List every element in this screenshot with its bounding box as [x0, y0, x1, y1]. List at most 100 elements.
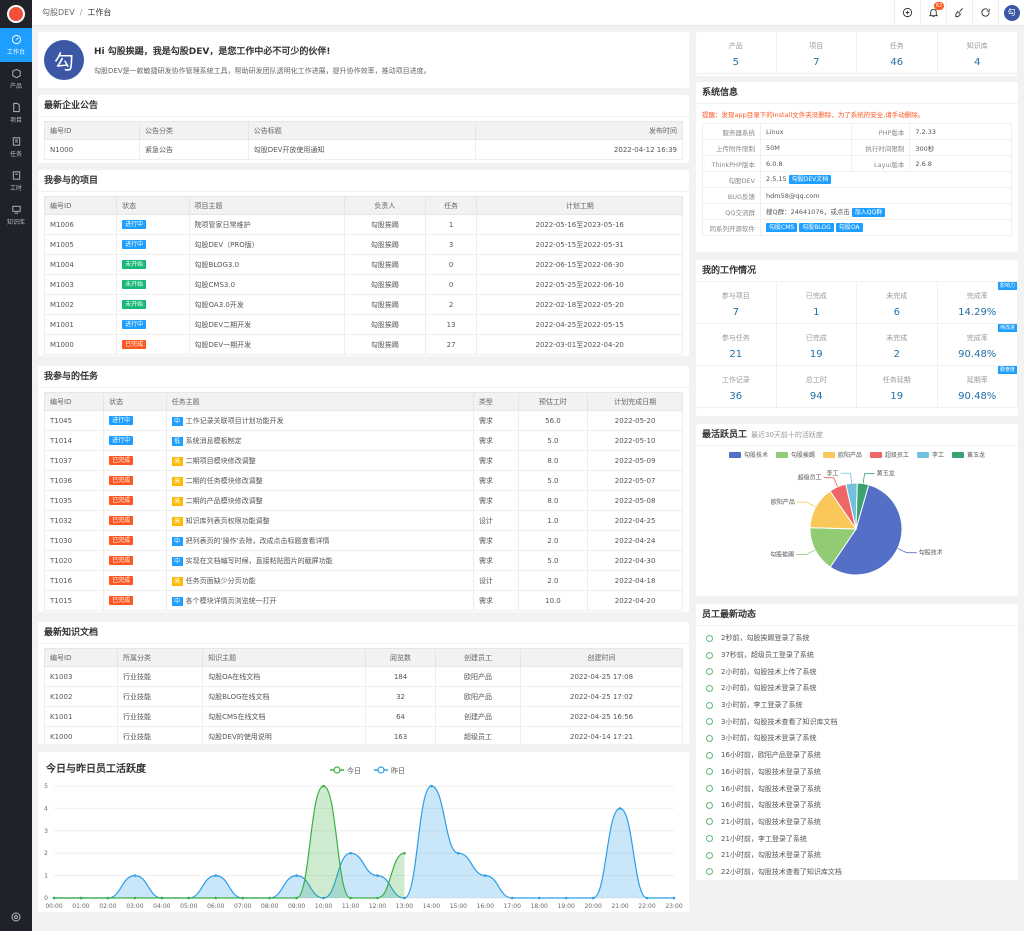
settings-gear-icon[interactable] — [10, 911, 22, 923]
table-row[interactable]: N1000 紧急公告 勾股DEV开放使用通知 2022-04-12 16:39 — [44, 139, 683, 160]
table-cell: 1 — [424, 214, 478, 235]
plus-circle-icon — [902, 7, 913, 18]
open-source-link[interactable]: 勾股CMS — [766, 223, 798, 232]
legend-item[interactable]: 勾股技术 — [728, 450, 768, 459]
feed-item: 2小时前，勾股技术上传了系统 — [706, 663, 1008, 680]
open-source-link[interactable]: 勾股BLOG — [799, 223, 834, 232]
sidebar-item-4[interactable]: 工时 — [0, 164, 32, 198]
table-row[interactable]: T1014 进行中 低系统消息模板制定 需求 5.0 2022-05-10 — [43, 430, 683, 451]
stat-2[interactable]: 任务 46 — [857, 32, 938, 74]
sidebar-item-1[interactable]: 产品 — [0, 62, 32, 96]
legend-label[interactable]: 昨日 — [391, 766, 405, 775]
table-row[interactable]: T1016 已完成 高任务页面缺少分页功能 设计 2.0 2022-04-18 — [43, 570, 683, 591]
sidebar-item-2[interactable]: 项目 — [0, 96, 32, 130]
table-row[interactable]: T1035 已完成 高二期的产品模块修改调整 需求 8.0 2022-05-08 — [43, 490, 683, 511]
staff-feed-title: 员工最新动态 — [696, 604, 1018, 626]
table-row[interactable]: T1020 已完成 中实现在文档编写时候，直接粘贴图片的截屏功能 需求 5.0 2022-… — [43, 550, 683, 571]
join-qq-button[interactable]: 加入QQ群 — [851, 208, 886, 217]
clear-cache-button[interactable] — [946, 0, 972, 26]
table-row[interactable]: T1015 已完成 中各个模块详情页浏览统一打开 需求 10.0 2022-04-20 — [43, 590, 683, 611]
table-cell: 勾股OA在线文档 — [202, 666, 367, 687]
table-row[interactable]: M1006 进行中 院项管家日常维护 勾股挨踢 1 2022-05-16至2023-05-… — [43, 214, 683, 235]
legend-label[interactable]: 今日 — [347, 766, 361, 775]
legend-item[interactable]: 勾股挨踢 — [775, 450, 815, 459]
sidebar-item-3[interactable]: 任务 — [0, 130, 32, 164]
table-row[interactable]: K1000 行业技能 勾股DEV的使用说明 163 超级员工 2022-04-14 17:… — [44, 726, 683, 744]
y-tick-label: 2 — [44, 850, 48, 857]
x-tick-label: 17:00 — [504, 903, 521, 910]
notification-button[interactable]: 62 — [920, 0, 946, 26]
breadcrumb-app[interactable]: 勾股DEV — [42, 8, 75, 17]
table-cell: 行业技能 — [116, 726, 204, 744]
pie-slice[interactable] — [829, 484, 903, 576]
table-row[interactable]: K1003 行业技能 勾股OA在线文档 184 欧阳产品 2022-04-25 17:08 — [44, 666, 683, 687]
x-tick-label: 04:00 — [153, 903, 170, 910]
data-point — [241, 896, 244, 900]
priority-badge: 低 — [171, 436, 183, 446]
data-point — [295, 874, 298, 877]
activity-area-chart: 今日与昨日员工活跃度 今日 昨日 0 1 2 3 4 5 00:00 01:00 02:00 03:00… — [44, 762, 683, 910]
sidebar-item-label: 产品 — [9, 83, 22, 90]
table-cell: 0 — [424, 274, 478, 295]
stat-0[interactable]: 产品 5 — [696, 32, 777, 74]
table-row[interactable]: M1002 未开始 勾股OA3.0开发 勾股挨踢 2 2022-02-18至2022-05… — [43, 294, 683, 315]
pie-slice[interactable] — [855, 482, 870, 530]
work-stat: 待改进 完成率 90.48% — [937, 324, 1018, 366]
table-row[interactable]: T1030 已完成 中把列表页的'操作'去除，改成点击标题查看详情 需求 2.0 2022… — [43, 530, 683, 551]
table-row[interactable]: T1045 进行中 中工作记录关联项目计划功能开发 需求 56.0 2022-05-20 — [43, 410, 683, 431]
refresh-button[interactable] — [972, 0, 998, 26]
legend-item[interactable]: 黄玉龙 — [952, 450, 985, 459]
table-row[interactable]: T1036 已完成 高二期的任务模块修改调整 需求 5.0 2022-05-07 — [43, 470, 683, 491]
task-title: 二期的产品模块修改调整 — [185, 496, 263, 505]
table-cell: 勾股挨踢 — [344, 294, 426, 315]
column-header: 状态 — [116, 196, 190, 215]
dev-doc-button[interactable]: 勾股DEV文档 — [788, 175, 832, 184]
sysinfo-cell: 执行时间限制 — [851, 139, 911, 156]
work-stat-label: 已完成 — [805, 292, 827, 300]
sysinfo-cell: 50M — [759, 139, 853, 156]
sidebar-item-5[interactable]: 知识库 — [0, 198, 32, 232]
table-row[interactable]: M1001 进行中 勾股DEV二期开发 勾股挨踢 13 2022-04-25至2022-0… — [43, 314, 683, 335]
dev-version-label: 勾股DEV — [702, 171, 761, 188]
table-row[interactable]: M1000 已完成 勾股DEV一期开发 勾股挨踢 27 2022-03-01至2022-0… — [43, 334, 683, 355]
stat-1[interactable]: 项目 7 — [776, 32, 857, 74]
feed-text: 2秒前，勾股挨踢登录了系统 — [721, 634, 810, 643]
pie-slice[interactable] — [809, 527, 857, 568]
sidebar-item-0[interactable]: 工作台 — [0, 28, 32, 62]
table-cell: 2022-05-08 — [587, 490, 683, 511]
table-cell: 创建产品 — [434, 706, 522, 727]
table-row[interactable]: T1032 已完成 高知识库列表页权限功能调整 设计 1.0 2022-04-25 — [43, 510, 683, 531]
status-badge: 已完成 — [109, 556, 134, 565]
user-menu-button[interactable]: 勾 — [998, 0, 1024, 26]
stat-3[interactable]: 知识库 4 — [937, 32, 1018, 74]
table-cell: 勾股CMS3.0 — [188, 274, 346, 295]
legend-item[interactable]: 欧阳产品 — [822, 450, 862, 459]
docs-table: 编号ID 所属分类 知识主题 阅览数 创建员工 创建时间 K1003 行业技能 勾股OA在线文档… — [44, 648, 683, 744]
table-row[interactable]: M1003 未开始 勾股CMS3.0 勾股挨踢 0 2022-05-25至2022-06-… — [43, 274, 683, 295]
feed-item: 2小时前，勾股技术登录了系统 — [706, 680, 1008, 697]
app-logo[interactable] — [0, 0, 32, 28]
sidebar-item-label: 项目 — [9, 117, 22, 124]
x-tick-label: 18:00 — [531, 903, 548, 910]
legend-item[interactable]: 李工 — [917, 450, 944, 459]
open-source-link[interactable]: 勾股OA — [835, 223, 863, 232]
add-button[interactable] — [894, 0, 920, 26]
data-point — [672, 896, 676, 900]
feed-item: 21小时前，勾股技术登录了系统 — [706, 847, 1008, 864]
table-row[interactable]: M1005 进行中 勾股DEV（PRO版） 勾股挨踢 3 2022-05-15至2022-… — [43, 234, 683, 255]
timeline-dot — [706, 768, 713, 776]
pie-label-line — [862, 473, 875, 484]
table-row[interactable]: M1004 未开始 勾股BLOG3.0 勾股挨踢 0 2022-06-15至2022-06… — [43, 254, 683, 275]
table-cell: 2022-04-25 — [587, 510, 683, 531]
legend-item[interactable]: 超级员工 — [870, 450, 909, 459]
table-cell: M1002 — [43, 294, 118, 315]
breadcrumb: 勾股DEV / 工作台 — [42, 8, 112, 17]
table-row[interactable]: T1037 已完成 高二期项目模块修改调整 需求 8.0 2022-05-09 — [43, 450, 683, 471]
table-row[interactable]: K1002 行业技能 勾股BLOG在线文档 32 欧阳产品 2022-04-25 17:0… — [44, 686, 683, 707]
table-row[interactable]: K1001 行业技能 勾股CMS在线文档 64 创建产品 2022-04-25 16:56 — [44, 706, 683, 727]
open-source-label: 同系列开源软件 — [702, 219, 761, 236]
table-cell: T1045 — [43, 410, 105, 431]
table-cell: 2022-05-25至2022-06-10 — [476, 274, 683, 295]
feed-text: 16小时前，勾股技术登录了系统 — [721, 784, 821, 793]
table-cell: 2022-04-20 — [587, 590, 683, 611]
